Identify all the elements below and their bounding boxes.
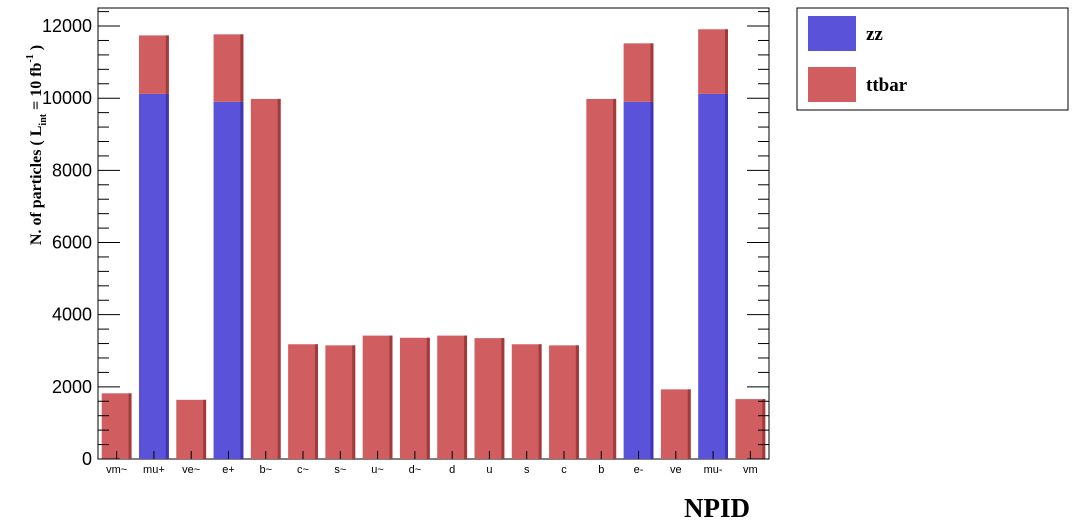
bar-ttbar-u	[474, 338, 505, 459]
legend-label-zz: zz	[866, 24, 883, 45]
bar-shade-zz-mu+	[165, 93, 169, 460]
y-axis-title-mid: = 10 fb	[28, 62, 45, 113]
bar-ttbar-u~	[362, 335, 393, 459]
bar-ttbar-mu+	[139, 35, 169, 94]
bar-shade-ttbar-c~	[314, 344, 318, 459]
y-tick-label: 2000	[52, 377, 92, 397]
bar-shade-ttbar-c	[575, 345, 579, 459]
x-axis-title: NPID	[684, 493, 750, 523]
bar-shade-ttbar-vm~	[128, 393, 132, 459]
x-tick-label: b~	[259, 464, 272, 476]
bar-shade-ttbar-u	[501, 338, 505, 459]
bar-shade-ttbar-e-	[650, 43, 654, 102]
bar-shade-ttbar-ve	[687, 389, 691, 459]
bar-shade-ttbar-b~	[277, 98, 281, 459]
plot-frame	[97, 7, 770, 460]
bar-shade-ttbar-u~	[389, 335, 393, 459]
bar-shade-ttbar-mu-	[724, 29, 728, 94]
bar-shade-ttbar-ve~	[203, 399, 207, 459]
x-tick-label: u	[486, 464, 492, 476]
bar-zz-mu-	[698, 93, 728, 460]
y-tick-label: 4000	[52, 305, 92, 325]
bar-shade-zz-e+	[240, 101, 244, 460]
bar-shade-ttbar-mu+	[165, 35, 169, 94]
bar-ttbar-d~	[399, 337, 430, 459]
bar-shade-ttbar-s	[538, 344, 542, 459]
x-tick-label: e+	[222, 464, 235, 476]
bar-ttbar-b	[586, 98, 617, 459]
legend-swatch-zz	[808, 16, 856, 51]
bar-ttbar-d	[437, 335, 468, 459]
bar-ttbar-vm~	[101, 393, 132, 459]
y-tick-label: 10000	[42, 88, 92, 108]
bar-ttbar-vm	[735, 399, 766, 459]
legend-label-ttbar: ttbar	[866, 75, 908, 96]
bar-shade-ttbar-d	[464, 335, 468, 459]
y-axis-title-subscript: int	[38, 113, 49, 125]
bar-ttbar-b~	[250, 98, 281, 459]
bar-ttbar-s~	[325, 345, 356, 459]
x-tick-label: mu+	[143, 464, 165, 476]
x-tick-label: vm	[743, 464, 758, 476]
bar-shade-zz-e-	[650, 101, 654, 460]
y-axis: 0 2000 4000 6000 8000 10000 12000	[42, 11, 769, 469]
y-axis-title-prefix: N. of particles ( L	[28, 126, 45, 246]
bar-ttbar-c~	[288, 344, 318, 459]
x-axis: vm~ mu+ ve~ e+ b~ c~ s~ u~ d~ d u s c b e-ve mu-vm	[106, 451, 758, 476]
bar-shade-ttbar-b	[613, 98, 617, 459]
x-tick-label: e-	[634, 464, 644, 476]
x-tick-label: ve~	[182, 464, 200, 476]
x-tick-label: s~	[334, 464, 346, 476]
y-axis-title-suffix: )	[28, 45, 45, 54]
bar-zz-e+	[213, 101, 244, 460]
bar-ttbar-e+	[213, 34, 244, 102]
bars	[101, 29, 766, 460]
bar-shade-zz-mu-	[724, 93, 728, 460]
bar-shade-ttbar-e+	[240, 34, 244, 102]
y-axis-title: N. of particles ( Lint = 10 fb-1 )	[25, 45, 49, 245]
y-tick-label: 6000	[52, 233, 92, 253]
y-tick-label: 0	[82, 449, 92, 469]
bar-shade-ttbar-d~	[426, 337, 430, 459]
x-tick-label: c	[561, 464, 567, 476]
x-tick-label: d~	[409, 464, 422, 476]
x-tick-label: s	[524, 464, 530, 476]
bar-ttbar-ve~	[176, 399, 207, 459]
bar-ttbar-c	[549, 345, 579, 459]
x-tick-label: b	[598, 464, 604, 476]
x-tick-label: d	[449, 464, 455, 476]
x-tick-label: vm~	[106, 464, 127, 476]
y-tick-label: 8000	[52, 160, 92, 180]
y-tick-label: 12000	[42, 16, 92, 36]
y-axis-title-superscript: -1	[25, 54, 36, 62]
bar-zz-e-	[623, 101, 654, 460]
bar-shade-ttbar-vm	[762, 399, 766, 459]
bar-shade-ttbar-s~	[352, 345, 356, 459]
x-tick-label: mu-	[704, 464, 723, 476]
bar-ttbar-s	[511, 344, 542, 459]
x-tick-label: ve	[670, 464, 682, 476]
bar-ttbar-e-	[623, 43, 654, 102]
bar-ttbar-mu-	[698, 29, 728, 94]
x-tick-label: u~	[371, 464, 384, 476]
bar-ttbar-ve	[660, 389, 691, 459]
bar-zz-mu+	[139, 93, 169, 460]
x-tick-label: c~	[297, 464, 309, 476]
legend: zz ttbar	[796, 7, 1069, 111]
legend-swatch-ttbar	[808, 67, 856, 102]
